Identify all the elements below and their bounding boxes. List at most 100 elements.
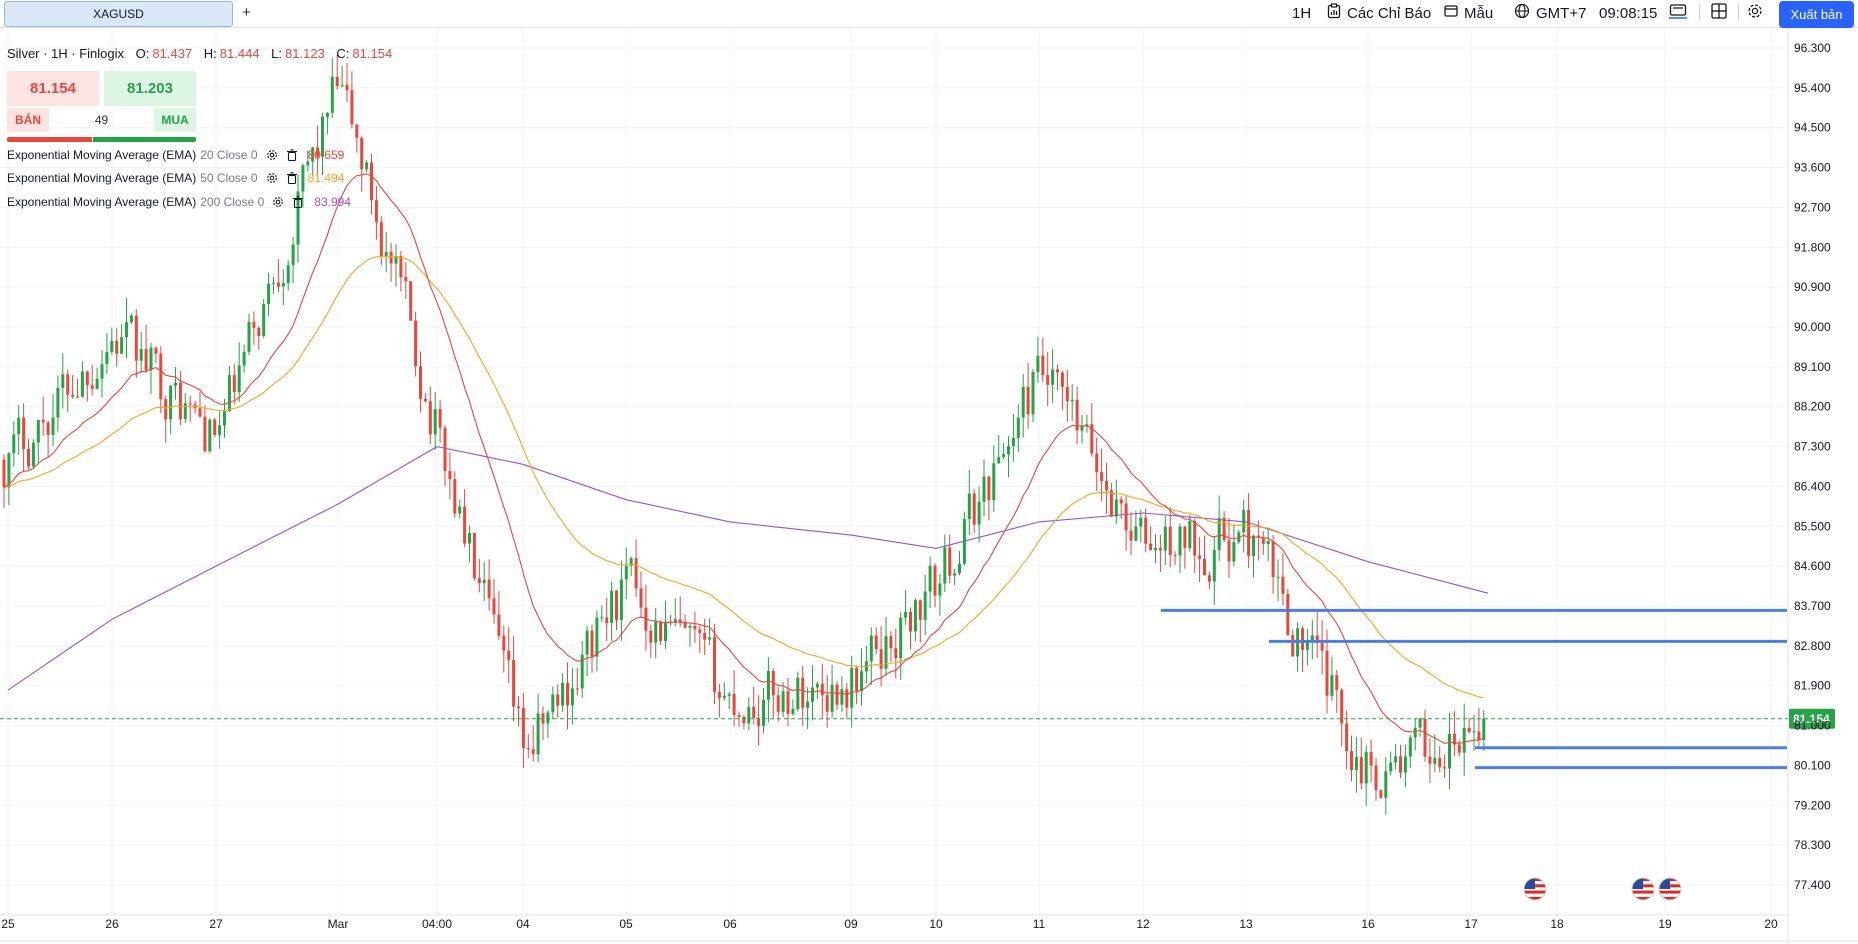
indicators-button[interactable]: Các Chỉ Báo [1327, 0, 1431, 26]
candle-body [1056, 369, 1059, 373]
trash-icon[interactable] [286, 149, 298, 162]
candle-body [1007, 446, 1010, 455]
buy-button[interactable]: MUA [154, 108, 196, 132]
candle-body [27, 448, 30, 467]
price-tick-label: 96.300 [1794, 41, 1831, 55]
price-axis[interactable]: 96.300 95.400 94.500 93.600 92.700 91.800 90.9… [1787, 28, 1831, 944]
flag-body [1659, 878, 1681, 900]
gear-icon [1746, 2, 1764, 24]
price-tick-label: 79.200 [1794, 798, 1831, 812]
candle-body [1031, 371, 1035, 415]
candle-body [1418, 718, 1422, 728]
candle-body [585, 630, 589, 655]
candle-body [1354, 757, 1358, 770]
candle-body [546, 712, 550, 724]
time-tick-label: 13 [1239, 917, 1253, 931]
candle-body [80, 371, 84, 397]
gear-icon[interactable] [266, 172, 278, 184]
candle-body [174, 382, 177, 386]
time-tick-label: 20 [1764, 917, 1778, 931]
candle-body [1109, 490, 1113, 517]
grid-layout-button[interactable] [1710, 0, 1728, 26]
candle-body [316, 147, 320, 157]
candle-body [120, 337, 124, 354]
buy-price-button[interactable]: 81.203 [104, 71, 196, 106]
gear-icon[interactable] [272, 196, 284, 208]
candle-body [100, 364, 104, 379]
flag-canton [1659, 878, 1670, 889]
trash-icon[interactable] [286, 172, 298, 185]
publish-label: Xuất bản [1790, 7, 1843, 22]
settings-button[interactable] [1746, 0, 1764, 26]
sell-button[interactable]: BÁN [7, 108, 49, 132]
indicator-ema200[interactable]: Exponential Moving Average (EMA) 200 Clo… [7, 195, 351, 209]
candle-body [428, 401, 432, 435]
candle-body [61, 374, 65, 388]
candle-body [1443, 767, 1447, 769]
candle-body [1149, 543, 1153, 551]
candle-body [747, 706, 751, 724]
candle-body [732, 693, 736, 716]
price-tick-label: 84.600 [1794, 559, 1831, 573]
candle-body [1413, 727, 1417, 738]
us-flag-icon[interactable] [1523, 877, 1547, 901]
timezone-button[interactable]: GMT+7 [1514, 0, 1586, 26]
candle-body [370, 162, 373, 201]
candle-body [899, 617, 903, 659]
flag-border [1631, 877, 1655, 901]
ema20-series [3, 173, 1485, 745]
last-price-line: 81.154 [0, 708, 1835, 729]
candle-body [227, 375, 231, 412]
candle-body [144, 348, 148, 371]
price-tick-label: 88.200 [1794, 400, 1831, 414]
gear-icon[interactable] [266, 149, 278, 161]
high-value: 81.444 [219, 46, 260, 61]
toolbar-separator [1738, 5, 1739, 21]
candle-body [673, 619, 677, 622]
candle-body [918, 600, 922, 620]
candle-body [321, 116, 324, 157]
candle-body [595, 617, 599, 657]
horizontal-lines[interactable] [1161, 608, 1787, 770]
us-flag-icon[interactable] [1631, 877, 1655, 901]
us-flag-icon[interactable] [1658, 877, 1682, 901]
candle-body [1261, 537, 1265, 545]
publish-button[interactable]: Xuất bản [1779, 1, 1854, 28]
economic-events[interactable] [1523, 877, 1682, 901]
indicator-ema20[interactable]: Exponential Moving Average (EMA) 20 Clos… [7, 148, 344, 162]
candle-body [1026, 386, 1030, 415]
last-price-label: 81.154 [1793, 712, 1830, 726]
candle-body [1051, 369, 1055, 385]
time-tick-label: 25 [1, 917, 15, 931]
interval-button[interactable]: 1H [1292, 0, 1311, 26]
time-axis[interactable]: 25 26 27 Mar 04:00 04 05 06 09 10 11 12 13 16 17 18 19 20 [0, 914, 1858, 942]
candle-body [889, 636, 893, 649]
trash-icon[interactable] [292, 196, 304, 209]
candle-body [874, 635, 878, 650]
candle-body [1389, 762, 1393, 772]
candle-body [1301, 628, 1304, 650]
candle-body [752, 706, 756, 719]
sell-price-button[interactable]: 81.154 [7, 71, 99, 106]
top-toolbar: XAGUSD + 1H Các Chỉ Báo Mẫu GMT+7 09:08:… [0, 0, 1858, 28]
candle-body [791, 708, 795, 714]
candle-body [1154, 547, 1157, 551]
open-label: O: [135, 46, 150, 61]
candle-body [737, 715, 741, 717]
candle-body [879, 649, 883, 669]
candle-body [517, 706, 520, 709]
time-tick-label: 18 [1550, 917, 1564, 931]
add-tab-button[interactable]: + [242, 4, 251, 21]
candle-body [1433, 758, 1437, 764]
time-tick-label: 06 [723, 917, 737, 931]
symbol-tab[interactable]: XAGUSD [4, 1, 233, 27]
flag-stripe [1632, 890, 1654, 894]
candle-body [134, 315, 138, 361]
templates-button[interactable]: Mẫu [1444, 0, 1493, 26]
indicator-ema50[interactable]: Exponential Moving Average (EMA) 50 Clos… [7, 171, 344, 185]
layout-button[interactable] [1668, 0, 1688, 26]
candle-body [296, 191, 300, 245]
flag-stripe [1524, 896, 1546, 900]
candle-body [1203, 558, 1206, 576]
